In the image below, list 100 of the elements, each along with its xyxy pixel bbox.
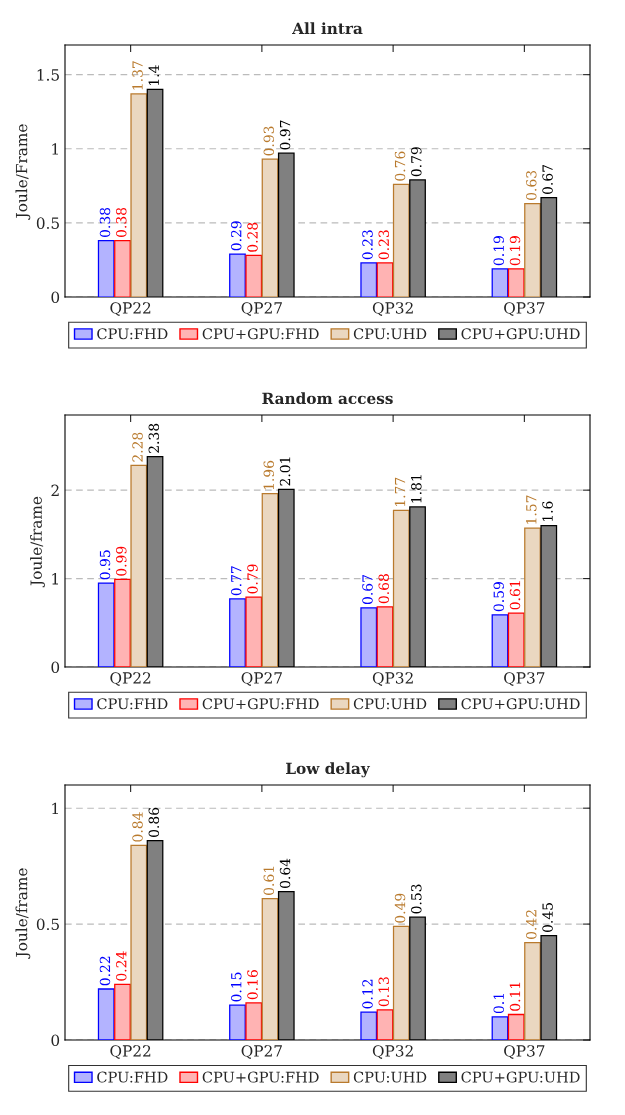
data-label: 0.13 — [378, 977, 390, 1007]
data-label: 0.93 — [263, 126, 275, 156]
y-tick-label: 1 — [52, 802, 58, 814]
bar — [507, 612, 525, 667]
bar — [245, 254, 263, 297]
bar — [245, 1002, 263, 1040]
data-label: 2.28 — [132, 432, 143, 462]
legend-label: CPU:UHD — [353, 698, 427, 710]
x-tick-label: QP32 — [372, 1045, 413, 1059]
legend-label: CPU+GPU:FHD — [202, 1071, 319, 1083]
bar — [524, 527, 541, 667]
data-label: 0.38 — [116, 207, 127, 237]
bar — [114, 578, 131, 667]
bar — [229, 598, 246, 667]
bar — [229, 1004, 246, 1040]
data-label: 1.81 — [411, 475, 422, 503]
data-label: 0.19 — [493, 236, 504, 266]
chart-title: All intra — [292, 22, 363, 35]
x-tick-label: QP22 — [110, 672, 151, 686]
bar — [245, 596, 263, 667]
data-label: 0.59 — [493, 582, 504, 612]
data-label: 1.6 — [542, 501, 553, 522]
bar — [376, 606, 394, 667]
bar — [261, 897, 279, 1040]
data-label: 0.38 — [99, 207, 111, 237]
data-label: 0.28 — [247, 222, 258, 252]
data-label: 0.16 — [247, 970, 258, 1000]
chart-title: Low delay — [286, 762, 371, 778]
y-tick-label: 0 — [51, 1034, 60, 1047]
x-tick-label: QP37 — [504, 672, 545, 686]
data-label: 1.37 — [132, 61, 143, 90]
bar — [97, 988, 115, 1040]
data-label: 0.29 — [230, 221, 242, 251]
bar — [130, 464, 148, 667]
data-label: 1.77 — [394, 477, 406, 507]
data-label: 0.49 — [394, 893, 406, 923]
bar — [114, 983, 131, 1040]
data-label: 0.15 — [230, 972, 242, 1002]
bar — [491, 1016, 509, 1040]
x-tick-label: QP32 — [372, 302, 413, 316]
bar — [507, 268, 525, 297]
legend-label: CPU:UHD — [353, 1071, 427, 1083]
data-label: 0.67 — [542, 164, 553, 194]
data-label: 1.57 — [526, 495, 537, 524]
y-axis-title: Joule/Frame — [15, 124, 31, 220]
y-tick-label: 0 — [51, 661, 60, 674]
data-label: 0.12 — [362, 979, 373, 1009]
bar — [360, 1011, 378, 1040]
data-label: 2.38 — [148, 423, 160, 453]
data-label: 0.76 — [394, 151, 406, 181]
data-label: 0.24 — [116, 951, 127, 981]
data-label: 0.99 — [116, 546, 127, 576]
y-tick-label: 1 — [52, 573, 58, 585]
bar — [114, 240, 131, 297]
legend-label: CPU:FHD — [97, 328, 168, 340]
data-label: 0.22 — [99, 956, 111, 986]
bar — [392, 183, 410, 297]
legend-label: CPU+GPU:UHD — [461, 1071, 580, 1083]
data-label: 1.4 — [148, 65, 160, 85]
bar — [491, 268, 509, 297]
x-tick-label: QP32 — [372, 672, 413, 686]
bar — [261, 493, 279, 667]
y-tick-label: 0.5 — [36, 217, 59, 229]
data-label: 0.84 — [132, 812, 143, 842]
data-label: 0.1 — [493, 993, 504, 1014]
bar — [360, 262, 378, 297]
y-tick-label: 1.5 — [37, 69, 59, 81]
data-label: 0.23 — [362, 230, 373, 260]
data-label: 0.19 — [509, 236, 521, 266]
x-tick-label: QP22 — [110, 302, 151, 316]
data-label: 0.23 — [378, 230, 390, 260]
x-tick-label: QP37 — [504, 302, 545, 316]
y-tick-label: 0 — [51, 291, 60, 304]
bar — [376, 262, 394, 297]
y-tick-label: 0.5 — [36, 918, 59, 931]
legend-label: CPU+GPU:FHD — [202, 328, 319, 340]
data-label: 0.61 — [509, 581, 521, 610]
y-axis-title: Joule/frame — [15, 868, 31, 959]
x-tick-label: QP27 — [241, 672, 282, 686]
legend-label: CPU:FHD — [97, 698, 168, 710]
bar — [491, 614, 509, 667]
x-tick-label: QP27 — [241, 1045, 282, 1059]
data-label: 0.95 — [99, 550, 111, 580]
bar — [97, 582, 115, 667]
y-tick-label: 2 — [51, 484, 59, 496]
data-label: 0.68 — [378, 574, 390, 604]
bar — [392, 925, 410, 1040]
x-tick-label: QP22 — [110, 1045, 151, 1059]
bar — [261, 158, 279, 297]
data-label: 2.01 — [279, 457, 291, 486]
chart-title: Random access — [262, 392, 393, 405]
bar — [524, 942, 541, 1040]
legend-label: CPU+GPU:UHD — [461, 698, 580, 710]
bar — [392, 509, 410, 667]
bar — [130, 844, 148, 1040]
data-label: 0.11 — [509, 982, 521, 1011]
data-label: 1.96 — [263, 460, 275, 490]
data-label: 0.67 — [362, 575, 373, 605]
bar — [360, 607, 378, 667]
bar — [507, 1013, 525, 1040]
